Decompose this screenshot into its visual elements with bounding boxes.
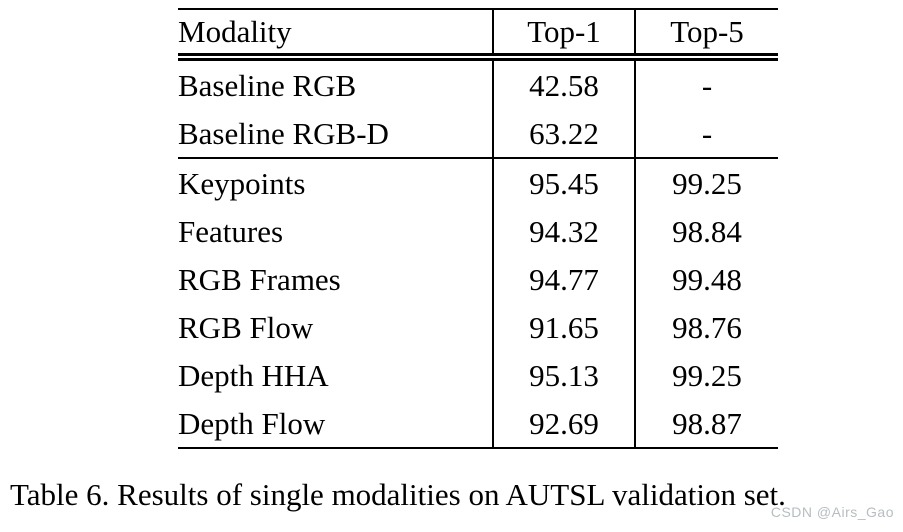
- cell-top1: 95.45: [492, 158, 635, 207]
- column-header-top5: Top-5: [634, 9, 778, 61]
- table-row: RGB Flow 91.65 98.76: [178, 303, 778, 351]
- cell-modality: Depth Flow: [178, 405, 326, 441]
- cell-modality: RGB Frames: [178, 261, 341, 297]
- cell-top5: 99.25: [634, 158, 778, 207]
- cell-modality: Features: [178, 213, 284, 249]
- cell-top1: 42.58: [492, 57, 635, 109]
- results-table: Modality Top-1 Top-5 Baseline RGB 42.58 …: [178, 8, 778, 449]
- table-row: RGB Frames 94.77 99.48: [178, 255, 778, 303]
- cell-top5: -: [634, 57, 778, 109]
- table-row: Depth Flow 92.69 98.87: [178, 399, 778, 448]
- cell-modality: Keypoints: [178, 165, 306, 201]
- cell-modality: Depth HHA: [178, 357, 329, 393]
- cell-top1: 94.77: [492, 255, 635, 303]
- cell-top1: 95.13: [492, 351, 635, 399]
- cell-top5: 99.25: [634, 351, 778, 399]
- cell-modality: RGB Flow: [178, 309, 314, 345]
- cell-modality: Baseline RGB-D: [178, 109, 493, 159]
- cell-top1: 63.22: [492, 109, 635, 159]
- cell-top5: 98.84: [634, 207, 778, 255]
- table-row: Depth HHA 95.13 99.25: [178, 351, 778, 399]
- cell-modality: Baseline RGB: [178, 67, 357, 103]
- table-row: Keypoints 95.45 99.25: [178, 158, 778, 207]
- cell-top5: -: [634, 109, 778, 159]
- column-header-top1: Top-1: [492, 9, 635, 61]
- cell-top1: 94.32: [492, 207, 635, 255]
- table-caption: Table 6. Results of single modalities on…: [10, 477, 786, 512]
- table-body: Baseline RGB 42.58 - Baseline RGB-D 63.2…: [178, 57, 778, 448]
- table-header: Modality Top-1 Top-5: [178, 9, 778, 61]
- watermark: CSDN @Airs_Gao: [770, 504, 894, 520]
- table-header-row: Modality Top-1 Top-5: [178, 9, 778, 61]
- cell-top5: 98.76: [634, 303, 778, 351]
- cell-top1: 92.69: [492, 399, 635, 448]
- cell-top1: 91.65: [492, 303, 635, 351]
- table-row: Baseline RGB 42.58 -: [178, 57, 778, 109]
- table-row: Baseline RGB-D 63.22 -: [178, 109, 778, 159]
- table-row: Features 94.32 98.84: [178, 207, 778, 255]
- column-header-modality: Modality: [178, 9, 493, 61]
- cell-top5: 98.87: [634, 399, 778, 448]
- cell-top5: 99.48: [634, 255, 778, 303]
